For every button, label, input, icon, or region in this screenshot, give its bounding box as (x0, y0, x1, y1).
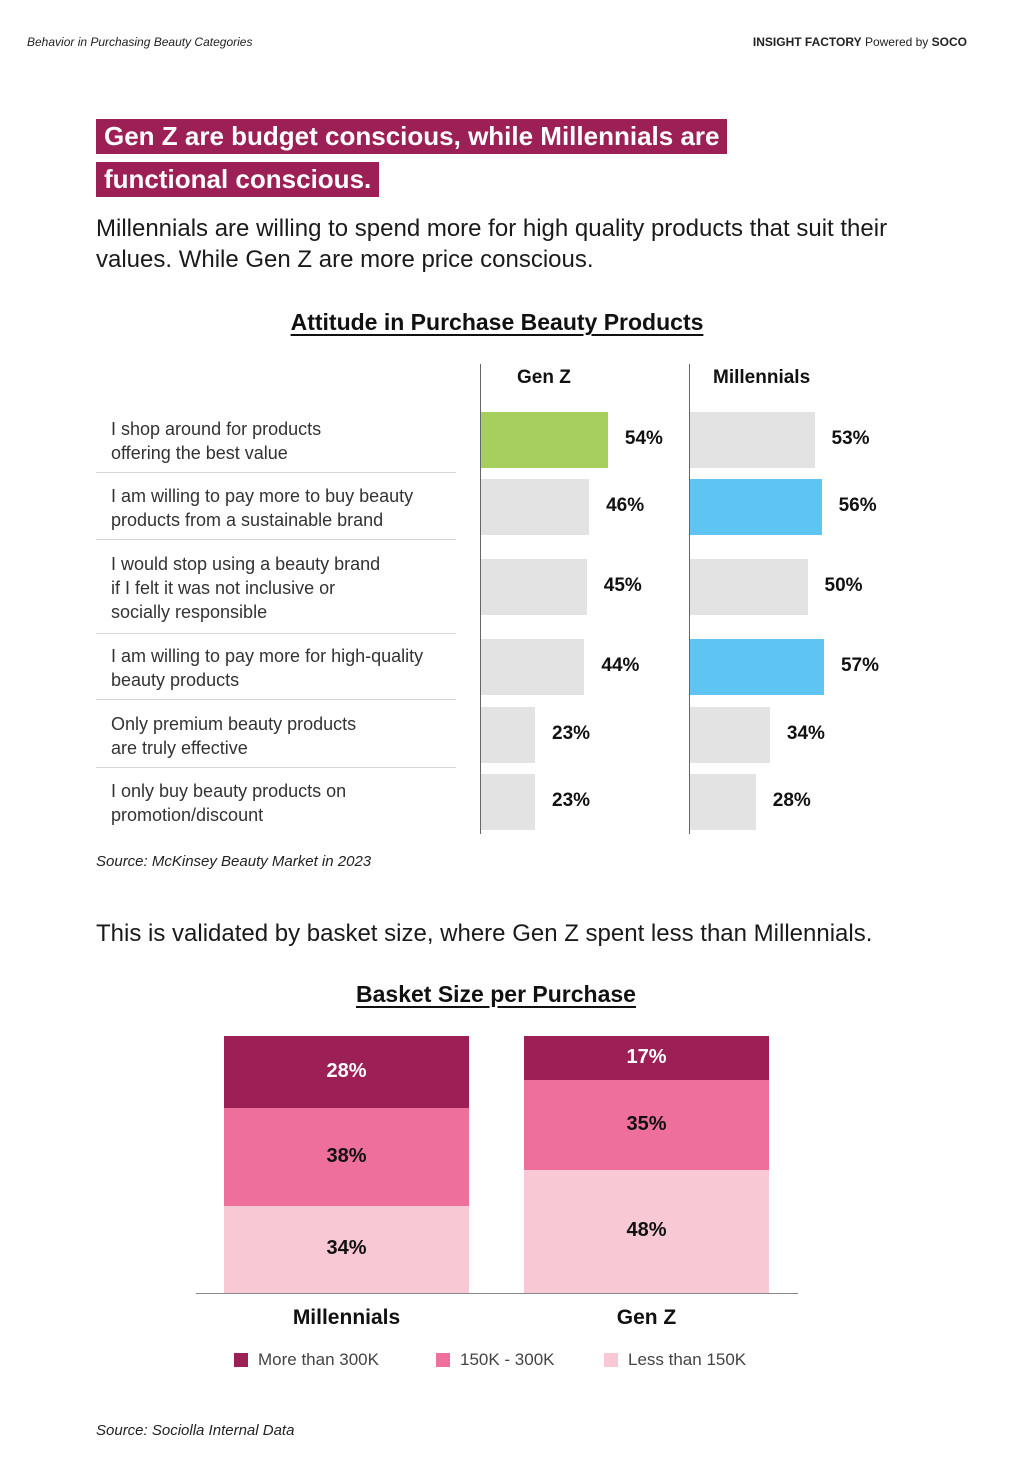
millennials-bar-0 (690, 411, 815, 468)
millennials-column-header: Millennials (713, 367, 811, 388)
genz-bar-4 (481, 706, 536, 763)
segment-value-label: 34% (326, 1237, 367, 1260)
headline-line-1: Gen Z are budget conscious, while Millen… (96, 119, 728, 154)
millennials-bar-4 (690, 706, 770, 763)
millennials-value-label-2: 50% (824, 575, 863, 596)
segment-less-than-150k-millennials: 34% (224, 1205, 469, 1293)
source-sociolla: Source: Sociolla Internal Data (96, 1422, 295, 1439)
millennials-value-label-1: 56% (838, 494, 877, 516)
genz-axis-line (480, 364, 481, 834)
millennials-axis-line (689, 364, 690, 834)
genz-value-label-2: 45% (603, 575, 642, 596)
intro-paragraph: Millennials are willing to spend more fo… (96, 215, 888, 273)
row-separator (96, 472, 456, 473)
basket-chart-title: Basket Size per Purchase (356, 981, 636, 1007)
category-label-millennials: Millennials (292, 1306, 401, 1329)
genz-value-label-1: 46% (606, 494, 645, 516)
row-label-3: I am willing to pay more for high-qualit… (111, 644, 451, 692)
legend-swatch-mid (436, 1353, 450, 1367)
row-label-line: beauty products (111, 669, 240, 690)
millennials-value-label-0: 53% (831, 427, 870, 449)
legend-swatch-dark (234, 1353, 248, 1367)
row-label-line: I only buy beauty products on (111, 780, 347, 801)
brand-name: INSIGHT FACTORY (752, 35, 862, 49)
genz-bar-3 (481, 638, 585, 695)
basket-chart-baseline (196, 1293, 798, 1294)
row-label-2: I would stop using a beauty brand if I fe… (111, 552, 451, 624)
row-label-line: I am willing to pay more for high-qualit… (111, 645, 424, 666)
genz-bar-0 (481, 411, 608, 468)
segment-more-than-300k-genz: 17% (524, 1036, 769, 1080)
validation-paragraph: This is validated by basket size, where … (96, 920, 873, 947)
millennials-value-label-3: 57% (840, 654, 879, 676)
legend-item-150k-300k: 150K - 300K (436, 1350, 555, 1370)
segment-value-label: 35% (626, 1112, 667, 1135)
legend-item-more-than-300k: More than 300K (234, 1350, 379, 1370)
genz-value-label-5: 23% (552, 789, 591, 811)
legend-swatch-light (604, 1353, 618, 1367)
legend-label: 150K - 300K (460, 1350, 555, 1369)
attitude-chart-title: Attitude in Purchase Beauty Products (290, 309, 704, 335)
row-separator (96, 767, 456, 768)
row-separator (96, 633, 456, 634)
legend-label: Less than 150K (628, 1350, 747, 1369)
company-name: SOCO (931, 35, 967, 49)
segment-150k-300k-genz: 35% (524, 1079, 769, 1170)
segment-value-label: 38% (326, 1144, 367, 1167)
row-label-line: are truly effective (111, 737, 248, 758)
millennials-bar-2 (690, 559, 808, 615)
segment-less-than-150k-genz: 48% (524, 1169, 769, 1293)
segment-value-label: 17% (626, 1045, 667, 1068)
source-mckinsey: Source: McKinsey Beauty Market in 2023 (96, 853, 372, 870)
row-label-5: I only buy beauty products on promotion/d… (111, 779, 451, 827)
row-label-line: products from a sustainable brand (111, 509, 384, 530)
row-label-line: if I felt it was not inclusive or (111, 578, 336, 598)
segment-value-label: 48% (626, 1219, 667, 1242)
row-label-line: I am willing to pay more to buy beauty (111, 485, 414, 506)
row-label-4: Only premium beauty products are truly ef… (111, 712, 451, 760)
row-label-line: I would stop using a beauty brand (111, 554, 381, 574)
segment-150k-300k-millennials: 38% (224, 1107, 469, 1206)
genz-value-label-4: 23% (552, 722, 591, 744)
millennials-bar-3 (690, 638, 824, 695)
row-separator (96, 699, 456, 700)
genz-bar-5 (481, 773, 536, 830)
legend-label: More than 300K (258, 1350, 379, 1369)
genz-bar-2 (481, 559, 587, 615)
row-label-0: I shop around for products offering the b… (111, 417, 451, 465)
row-label-line: offering the best value (111, 442, 288, 463)
row-label-line: promotion/discount (111, 804, 264, 825)
genz-value-label-0: 54% (624, 427, 663, 449)
millennials-bar-5 (690, 773, 756, 830)
row-separator (96, 539, 456, 540)
segment-more-than-300k-millennials: 28% (224, 1036, 469, 1108)
row-label-line: I shop around for products (111, 418, 322, 439)
segment-value-label: 28% (326, 1059, 367, 1082)
legend-item-less-than-150k: Less than 150K (604, 1350, 746, 1370)
millennials-bar-1 (690, 478, 822, 535)
genz-column-header: Gen Z (517, 367, 571, 388)
row-label-line: Only premium beauty products (111, 713, 357, 734)
millennials-value-label-4: 34% (786, 722, 825, 744)
category-label-genz: Gen Z (616, 1306, 677, 1329)
row-label-line: socially responsible (111, 602, 268, 622)
powered-by-text: Powered by (864, 35, 929, 49)
report-section-title: Behavior in Purchasing Beauty Categories (27, 35, 253, 49)
row-label-1: I am willing to pay more to buy beauty pr… (111, 484, 451, 532)
headline-line-2: functional conscious. (96, 162, 380, 197)
brand-header: INSIGHT FACTORY Powered by SOCO (753, 35, 967, 49)
genz-bar-1 (481, 478, 590, 535)
millennials-value-label-5: 28% (772, 789, 811, 811)
genz-value-label-3: 44% (601, 654, 640, 676)
